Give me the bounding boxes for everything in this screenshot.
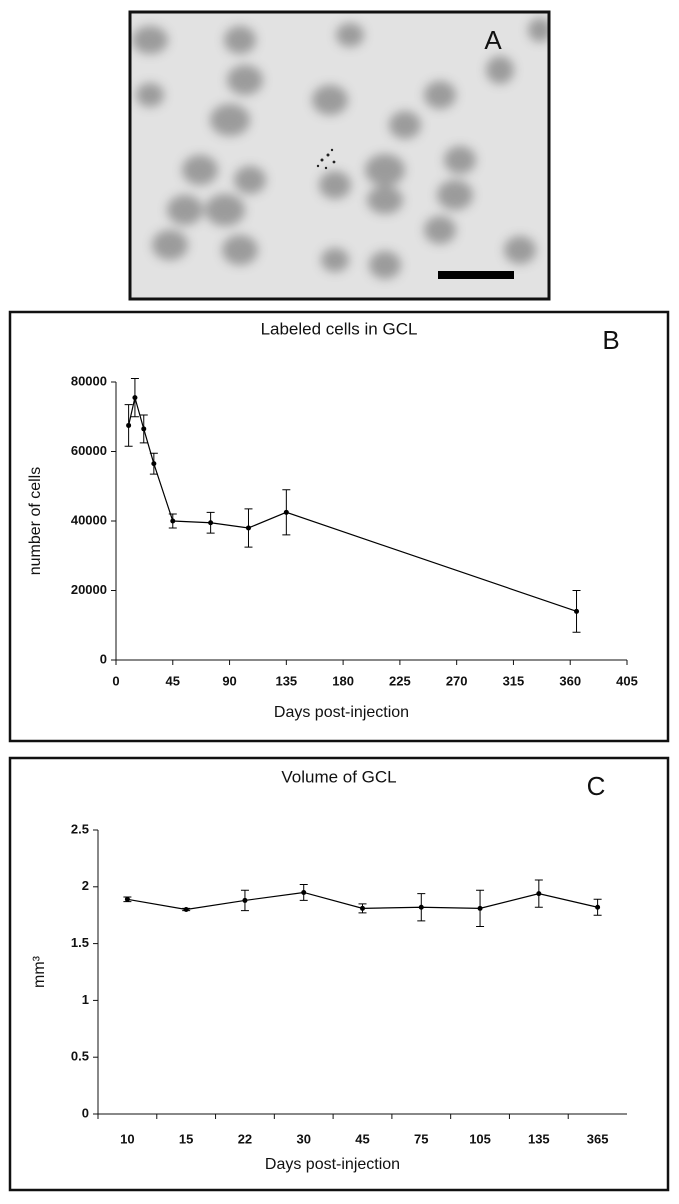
x-tick-label: 30 bbox=[296, 1131, 310, 1146]
x-tick-label: 180 bbox=[332, 673, 354, 688]
data-point bbox=[245, 525, 251, 531]
panel-border bbox=[8, 310, 670, 743]
x-tick-label: 45 bbox=[355, 1131, 369, 1146]
x-tick-label: 360 bbox=[559, 673, 581, 688]
data-point bbox=[360, 905, 365, 911]
x-tick-label: 365 bbox=[587, 1131, 609, 1146]
x-tick-label: 105 bbox=[469, 1131, 491, 1146]
data-point bbox=[418, 904, 424, 910]
y-tick-label: 0 bbox=[82, 1105, 89, 1120]
x-tick-label: 90 bbox=[222, 673, 236, 688]
data-point bbox=[141, 426, 147, 432]
y-tick-label: 40000 bbox=[71, 512, 107, 527]
data-point bbox=[183, 907, 189, 913]
data-point bbox=[124, 896, 130, 902]
x-tick-label: 270 bbox=[446, 673, 468, 688]
data-point bbox=[132, 395, 138, 401]
panel-border bbox=[128, 10, 551, 301]
chart-title: Labeled cells in GCL bbox=[261, 319, 418, 338]
x-tick-label: 45 bbox=[166, 673, 180, 688]
y-axis-label: number of cells bbox=[27, 467, 44, 576]
data-point bbox=[151, 461, 157, 467]
data-line bbox=[128, 397, 577, 612]
x-tick-label: 0 bbox=[112, 673, 119, 688]
data-point bbox=[536, 891, 542, 897]
panel-label: A bbox=[484, 25, 502, 55]
y-axis-label: mm³ bbox=[31, 955, 48, 988]
x-tick-label: 22 bbox=[238, 1131, 252, 1146]
y-tick-label: 0.5 bbox=[71, 1049, 89, 1064]
y-tick-label: 80000 bbox=[71, 373, 107, 388]
x-axis-label: Days post-injection bbox=[265, 1156, 400, 1173]
panel-label: B bbox=[602, 325, 619, 355]
y-tick-label: 1 bbox=[82, 992, 89, 1007]
x-axis-label: Days post-injection bbox=[274, 704, 409, 721]
y-tick-label: 2 bbox=[82, 878, 89, 893]
data-point bbox=[242, 897, 248, 903]
x-tick-label: 135 bbox=[528, 1131, 550, 1146]
data-point bbox=[126, 422, 132, 428]
chart-title: Volume of GCL bbox=[281, 767, 396, 786]
data-point bbox=[283, 509, 289, 515]
data-point bbox=[477, 905, 483, 911]
y-tick-label: 0 bbox=[100, 651, 107, 666]
x-tick-label: 315 bbox=[503, 673, 525, 688]
scale-bar bbox=[438, 271, 514, 279]
micrograph bbox=[130, 12, 549, 299]
x-tick-label: 75 bbox=[414, 1131, 428, 1146]
y-tick-label: 60000 bbox=[71, 443, 107, 458]
y-tick-label: 1.5 bbox=[71, 935, 89, 950]
data-point bbox=[574, 608, 580, 614]
data-point bbox=[301, 889, 307, 895]
data-point bbox=[208, 520, 214, 526]
panel-label: C bbox=[587, 771, 606, 801]
x-tick-label: 10 bbox=[120, 1131, 134, 1146]
y-tick-label: 20000 bbox=[71, 582, 107, 597]
x-tick-label: 225 bbox=[389, 673, 411, 688]
panel-border bbox=[8, 756, 670, 1192]
x-tick-label: 15 bbox=[179, 1131, 193, 1146]
y-tick-label: 2.5 bbox=[71, 821, 89, 836]
x-tick-label: 405 bbox=[616, 673, 638, 688]
x-tick-label: 135 bbox=[275, 673, 297, 688]
data-point bbox=[170, 518, 176, 524]
data-point bbox=[595, 904, 601, 910]
